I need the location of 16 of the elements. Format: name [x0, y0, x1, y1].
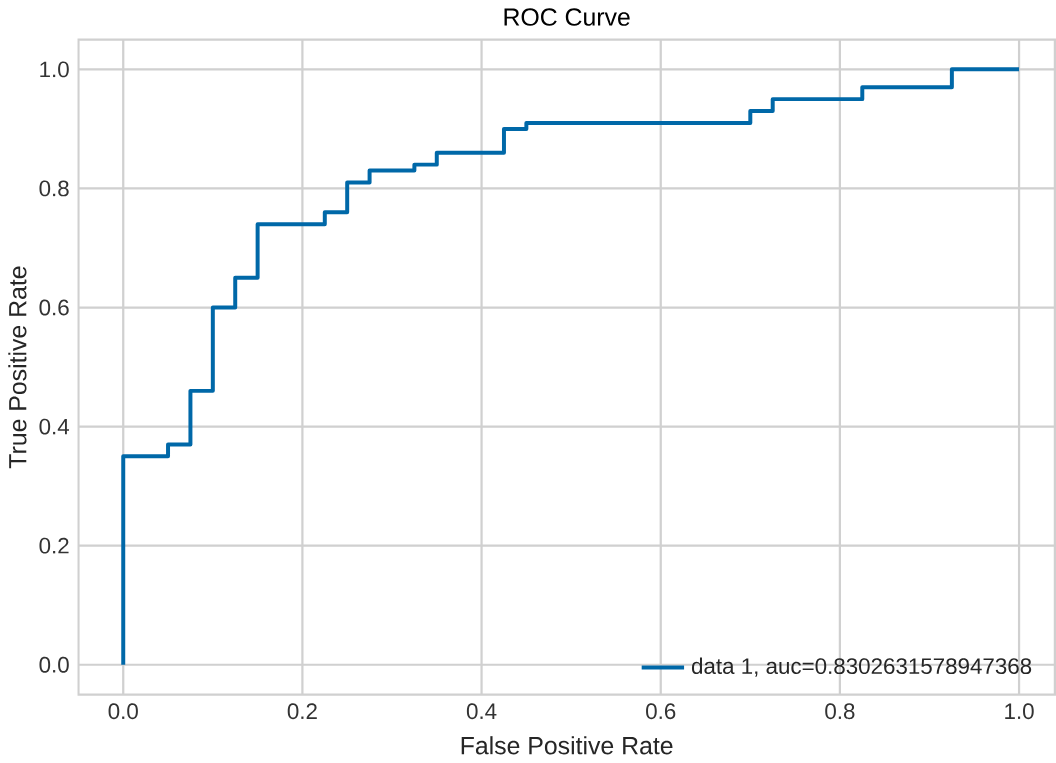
y-axis-title: True Positive Rate	[8, 266, 27, 469]
x-tick-label: 0.8	[825, 703, 855, 720]
y-tick-label: 0.4	[39, 418, 70, 435]
y-tick-label: 1.0	[40, 61, 69, 78]
x-tick-label: 0.6	[646, 703, 676, 720]
x-axis-title: False Positive Rate	[461, 736, 673, 755]
chart-title: ROC Curve	[504, 8, 630, 26]
x-tick-label: 0.0	[108, 703, 138, 720]
y-tick-label: 0.0	[39, 656, 69, 673]
y-tick-label: 0.8	[39, 180, 69, 197]
x-tick-label: 1.0	[1005, 703, 1034, 720]
y-tick-label: 0.2	[39, 537, 69, 554]
x-tick-label: 0.4	[466, 703, 497, 720]
legend-label: data 1, auc=0.8302631578947368	[691, 657, 1032, 677]
x-tick-label: 0.2	[287, 703, 317, 720]
y-tick-label: 0.6	[39, 299, 69, 316]
